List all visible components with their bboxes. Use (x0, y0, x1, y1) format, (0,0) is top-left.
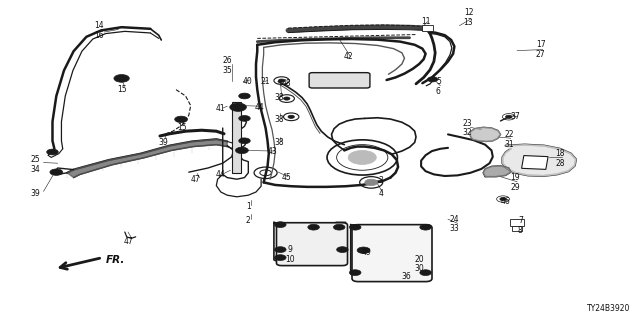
Circle shape (114, 75, 129, 82)
Text: 7
8: 7 8 (518, 216, 523, 235)
Text: 17
27: 17 27 (536, 40, 546, 59)
Text: 36: 36 (401, 272, 412, 281)
Bar (232, 102, 241, 173)
Circle shape (239, 138, 250, 144)
Text: 44: 44 (254, 103, 264, 112)
Text: 5
6: 5 6 (436, 77, 441, 96)
Polygon shape (470, 127, 500, 141)
Text: 20
30: 20 30 (414, 255, 424, 273)
FancyBboxPatch shape (352, 225, 432, 282)
Circle shape (239, 93, 250, 99)
Text: 25
34: 25 34 (30, 156, 40, 174)
Circle shape (420, 270, 431, 276)
Text: 2: 2 (246, 216, 251, 225)
Circle shape (275, 247, 286, 252)
Text: 19
29: 19 29 (510, 173, 520, 192)
Circle shape (236, 147, 248, 154)
Text: 42: 42 (344, 52, 354, 61)
Circle shape (288, 115, 294, 118)
Text: 9
10: 9 10 (285, 245, 295, 264)
Circle shape (275, 222, 286, 228)
Text: 37: 37 (510, 112, 520, 121)
Text: 22
31: 22 31 (504, 130, 514, 148)
Circle shape (506, 115, 512, 118)
Circle shape (308, 224, 319, 230)
Circle shape (349, 270, 361, 276)
Circle shape (175, 116, 188, 123)
Circle shape (239, 116, 250, 121)
Circle shape (50, 169, 63, 175)
Text: 39: 39 (158, 138, 168, 147)
Bar (512, 226, 522, 231)
Text: 26
35: 26 35 (222, 56, 232, 75)
Circle shape (47, 149, 58, 155)
Circle shape (275, 255, 286, 260)
Text: 38: 38 (275, 116, 285, 124)
Text: 3: 3 (378, 176, 383, 185)
Text: 15: 15 (177, 124, 188, 132)
Text: 40: 40 (243, 77, 253, 86)
Text: 47: 47 (190, 175, 200, 184)
Circle shape (349, 224, 361, 230)
Text: 18
28: 18 28 (556, 149, 564, 168)
Text: 43: 43 (267, 148, 277, 156)
Circle shape (278, 79, 285, 82)
Text: 39: 39 (30, 189, 40, 198)
Text: 46: 46 (500, 197, 511, 206)
Polygon shape (502, 145, 576, 176)
Text: 47: 47 (123, 237, 133, 246)
Text: 38: 38 (275, 138, 285, 147)
Bar (522, 156, 548, 169)
Circle shape (230, 103, 246, 111)
Text: 38: 38 (275, 93, 285, 102)
Circle shape (365, 179, 378, 186)
Text: 1: 1 (246, 202, 251, 211)
Bar (422, 25, 433, 31)
Text: 12
13: 12 13 (463, 8, 474, 27)
Text: 23
32: 23 32 (462, 119, 472, 137)
Bar (510, 219, 524, 226)
Circle shape (348, 150, 376, 164)
Text: 48: 48 (282, 79, 292, 88)
Text: 41: 41 (216, 104, 226, 113)
Text: FR.: FR. (106, 255, 125, 265)
Polygon shape (67, 139, 227, 178)
Text: 45: 45 (282, 173, 292, 182)
Text: 11: 11 (421, 17, 430, 26)
Text: 49: 49 (362, 248, 372, 257)
Text: 44: 44 (216, 170, 226, 179)
Text: 21: 21 (261, 77, 270, 86)
Text: 14
16: 14 16 (94, 21, 104, 40)
Circle shape (357, 247, 370, 253)
Circle shape (333, 224, 345, 230)
Text: TY24B3920: TY24B3920 (587, 304, 630, 313)
FancyBboxPatch shape (276, 223, 348, 266)
Circle shape (428, 77, 438, 82)
FancyBboxPatch shape (309, 73, 370, 88)
Circle shape (500, 197, 506, 201)
Circle shape (337, 247, 348, 252)
Text: 15: 15 (116, 85, 127, 94)
Text: 4: 4 (378, 189, 383, 198)
Circle shape (420, 224, 431, 230)
Text: 24
33: 24 33 (449, 215, 460, 233)
Circle shape (284, 97, 290, 100)
Polygon shape (483, 166, 511, 177)
